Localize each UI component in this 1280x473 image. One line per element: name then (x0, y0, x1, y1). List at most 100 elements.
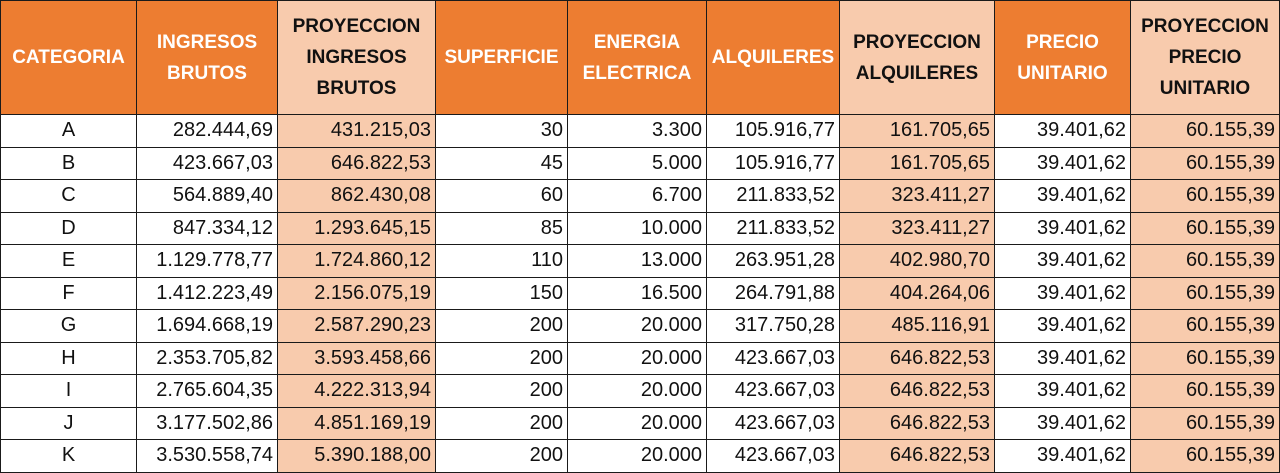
cell-alquileres[interactable]: 423.667,03 (706, 341, 840, 375)
cell-energia-electrica[interactable]: 20.000 (567, 439, 707, 473)
cell-proyeccion-precio-unitario[interactable]: 60.155,39 (1130, 179, 1280, 213)
cell-superficie[interactable]: 150 (435, 276, 568, 310)
cell-proyeccion-precio-unitario[interactable]: 60.155,39 (1130, 406, 1280, 440)
cell-ingresos-brutos[interactable]: 1.694.668,19 (136, 309, 278, 343)
cell-superficie[interactable]: 30 (435, 114, 568, 148)
cell-superficie[interactable]: 60 (435, 179, 568, 213)
cell-precio-unitario[interactable]: 39.401,62 (994, 211, 1131, 245)
cell-alquileres[interactable]: 264.791,88 (706, 276, 840, 310)
cell-ingresos-brutos[interactable]: 2.353.705,82 (136, 341, 278, 375)
cell-ingresos-brutos[interactable]: 564.889,40 (136, 179, 278, 213)
cell-precio-unitario[interactable]: 39.401,62 (994, 309, 1131, 343)
cell-proyeccion-ingresos-brutos[interactable]: 1.293.645,15 (277, 211, 436, 245)
cell-proyeccion-precio-unitario[interactable]: 60.155,39 (1130, 211, 1280, 245)
cell-ingresos-brutos[interactable]: 3.177.502,86 (136, 406, 278, 440)
cell-energia-electrica[interactable]: 20.000 (567, 406, 707, 440)
cell-categoria[interactable]: D (0, 211, 137, 245)
cell-alquileres[interactable]: 105.916,77 (706, 146, 840, 180)
cell-ingresos-brutos[interactable]: 1.129.778,77 (136, 244, 278, 278)
cell-precio-unitario[interactable]: 39.401,62 (994, 341, 1131, 375)
cell-precio-unitario[interactable]: 39.401,62 (994, 439, 1131, 473)
cell-proyeccion-alquileres[interactable]: 323.411,27 (839, 179, 995, 213)
cell-proyeccion-ingresos-brutos[interactable]: 3.593.458,66 (277, 341, 436, 375)
cell-categoria[interactable]: G (0, 309, 137, 343)
header-superficie[interactable]: SUPERFICIE (435, 0, 568, 115)
cell-proyeccion-ingresos-brutos[interactable]: 1.724.860,12 (277, 244, 436, 278)
cell-categoria[interactable]: K (0, 439, 137, 473)
cell-categoria[interactable]: E (0, 244, 137, 278)
cell-proyeccion-alquileres[interactable]: 402.980,70 (839, 244, 995, 278)
cell-ingresos-brutos[interactable]: 282.444,69 (136, 114, 278, 148)
cell-superficie[interactable]: 200 (435, 309, 568, 343)
cell-proyeccion-alquileres[interactable]: 646.822,53 (839, 374, 995, 408)
cell-proyeccion-alquileres[interactable]: 323.411,27 (839, 211, 995, 245)
cell-precio-unitario[interactable]: 39.401,62 (994, 146, 1131, 180)
cell-precio-unitario[interactable]: 39.401,62 (994, 276, 1131, 310)
cell-proyeccion-ingresos-brutos[interactable]: 646.822,53 (277, 146, 436, 180)
cell-energia-electrica[interactable]: 3.300 (567, 114, 707, 148)
cell-precio-unitario[interactable]: 39.401,62 (994, 179, 1131, 213)
cell-precio-unitario[interactable]: 39.401,62 (994, 114, 1131, 148)
header-precio-unitario[interactable]: PRECIO UNITARIO (994, 0, 1131, 115)
cell-proyeccion-precio-unitario[interactable]: 60.155,39 (1130, 244, 1280, 278)
cell-alquileres[interactable]: 263.951,28 (706, 244, 840, 278)
cell-proyeccion-precio-unitario[interactable]: 60.155,39 (1130, 374, 1280, 408)
cell-categoria[interactable]: B (0, 146, 137, 180)
cell-superficie[interactable]: 45 (435, 146, 568, 180)
cell-energia-electrica[interactable]: 20.000 (567, 374, 707, 408)
cell-ingresos-brutos[interactable]: 423.667,03 (136, 146, 278, 180)
cell-categoria[interactable]: C (0, 179, 137, 213)
cell-proyeccion-ingresos-brutos[interactable]: 431.215,03 (277, 114, 436, 148)
header-energia-electrica[interactable]: ENERGIA ELECTRICA (567, 0, 707, 115)
cell-categoria[interactable]: J (0, 406, 137, 440)
cell-alquileres[interactable]: 317.750,28 (706, 309, 840, 343)
cell-proyeccion-ingresos-brutos[interactable]: 4.851.169,19 (277, 406, 436, 440)
cell-superficie[interactable]: 200 (435, 374, 568, 408)
cell-proyeccion-precio-unitario[interactable]: 60.155,39 (1130, 439, 1280, 473)
cell-proyeccion-alquileres[interactable]: 485.116,91 (839, 309, 995, 343)
cell-ingresos-brutos[interactable]: 3.530.558,74 (136, 439, 278, 473)
cell-superficie[interactable]: 200 (435, 406, 568, 440)
cell-energia-electrica[interactable]: 5.000 (567, 146, 707, 180)
cell-proyeccion-alquileres[interactable]: 404.264,06 (839, 276, 995, 310)
cell-ingresos-brutos[interactable]: 1.412.223,49 (136, 276, 278, 310)
cell-proyeccion-ingresos-brutos[interactable]: 2.156.075,19 (277, 276, 436, 310)
cell-proyeccion-precio-unitario[interactable]: 60.155,39 (1130, 276, 1280, 310)
cell-energia-electrica[interactable]: 6.700 (567, 179, 707, 213)
cell-energia-electrica[interactable]: 20.000 (567, 341, 707, 375)
header-proyeccion-precio-unitario[interactable]: PROYECCION PRECIO UNITARIO (1130, 0, 1280, 115)
cell-proyeccion-ingresos-brutos[interactable]: 4.222.313,94 (277, 374, 436, 408)
cell-superficie[interactable]: 200 (435, 439, 568, 473)
cell-alquileres[interactable]: 423.667,03 (706, 439, 840, 473)
cell-superficie[interactable]: 200 (435, 341, 568, 375)
cell-proyeccion-alquileres[interactable]: 646.822,53 (839, 439, 995, 473)
cell-alquileres[interactable]: 211.833,52 (706, 179, 840, 213)
header-alquileres[interactable]: ALQUILERES (706, 0, 840, 115)
cell-energia-electrica[interactable]: 13.000 (567, 244, 707, 278)
cell-proyeccion-ingresos-brutos[interactable]: 5.390.188,00 (277, 439, 436, 473)
cell-proyeccion-alquileres[interactable]: 646.822,53 (839, 406, 995, 440)
cell-proyeccion-ingresos-brutos[interactable]: 862.430,08 (277, 179, 436, 213)
header-proyeccion-alquileres[interactable]: PROYECCION ALQUILERES (839, 0, 995, 115)
cell-categoria[interactable]: F (0, 276, 137, 310)
cell-superficie[interactable]: 110 (435, 244, 568, 278)
cell-alquileres[interactable]: 423.667,03 (706, 406, 840, 440)
cell-energia-electrica[interactable]: 20.000 (567, 309, 707, 343)
header-ingresos-brutos[interactable]: INGRESOS BRUTOS (136, 0, 278, 115)
cell-alquileres[interactable]: 211.833,52 (706, 211, 840, 245)
cell-proyeccion-alquileres[interactable]: 646.822,53 (839, 341, 995, 375)
cell-precio-unitario[interactable]: 39.401,62 (994, 374, 1131, 408)
cell-categoria[interactable]: H (0, 341, 137, 375)
cell-alquileres[interactable]: 423.667,03 (706, 374, 840, 408)
cell-categoria[interactable]: I (0, 374, 137, 408)
cell-superficie[interactable]: 85 (435, 211, 568, 245)
header-categoria[interactable]: CATEGORIA (0, 0, 137, 115)
cell-precio-unitario[interactable]: 39.401,62 (994, 244, 1131, 278)
header-proyeccion-ingresos-brutos[interactable]: PROYECCION INGRESOS BRUTOS (277, 0, 436, 115)
cell-ingresos-brutos[interactable]: 847.334,12 (136, 211, 278, 245)
cell-alquileres[interactable]: 105.916,77 (706, 114, 840, 148)
cell-proyeccion-alquileres[interactable]: 161.705,65 (839, 114, 995, 148)
cell-ingresos-brutos[interactable]: 2.765.604,35 (136, 374, 278, 408)
cell-precio-unitario[interactable]: 39.401,62 (994, 406, 1131, 440)
cell-proyeccion-precio-unitario[interactable]: 60.155,39 (1130, 341, 1280, 375)
